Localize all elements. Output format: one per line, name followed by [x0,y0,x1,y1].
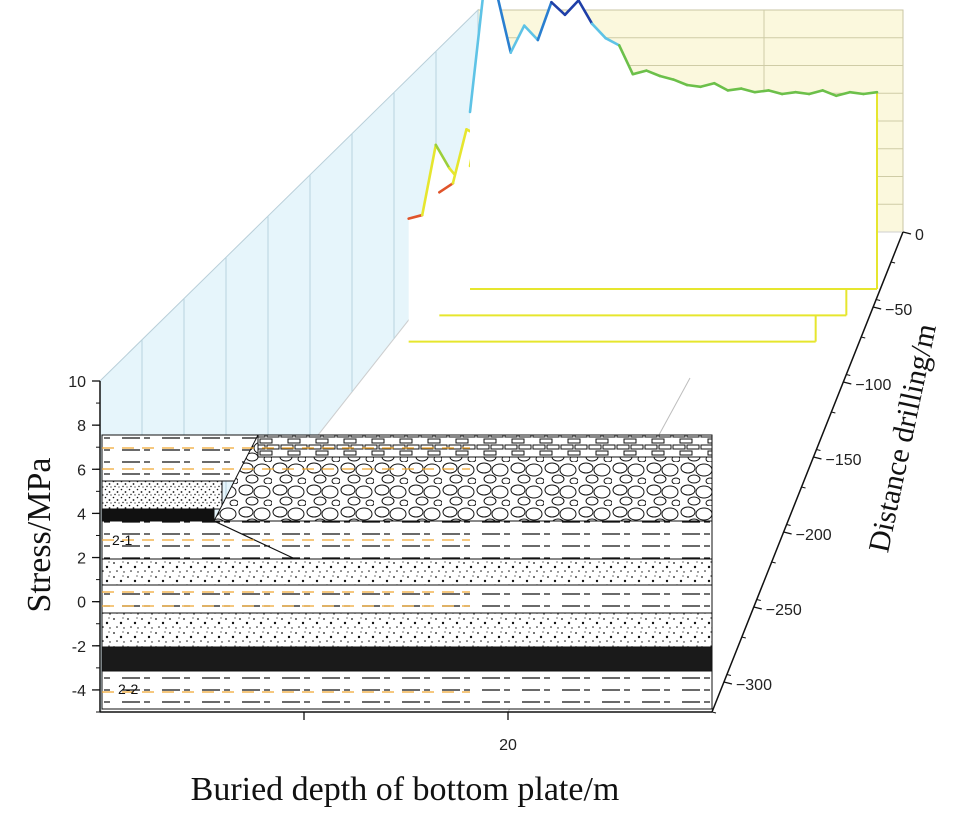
series-line-segment [726,87,743,92]
series-line-segment [522,24,540,42]
z-tick-mark [872,306,882,310]
series-line-segment [862,90,879,96]
z-minor-tick [726,674,732,676]
z-tick-mark [783,531,792,535]
z-minor-tick [831,411,836,414]
z-tick-mark [843,381,852,385]
stratum-sandstone [101,612,713,648]
series-line-segment [672,78,689,87]
x-tick-label: 20 [499,737,517,754]
z-minor-tick [801,486,806,489]
series-line-segment [685,83,702,89]
series-line-segment [536,0,553,42]
series-line-segment [645,69,662,78]
z-minor-tick [741,636,746,639]
z-tick-mark [753,606,762,610]
series-line-segment [550,0,567,17]
stratum-sandstone-fine [101,480,223,510]
stratum-limestone [257,434,713,458]
z-tick-mark [902,231,912,235]
series-line-segment [420,143,438,217]
series-line-segment [496,0,513,54]
series-line-segment [834,90,852,98]
seam-label-2-1: 2-1 [112,532,132,548]
y-tick-label: -2 [72,639,86,656]
z-minor-tick [861,336,866,339]
z-tick-mark [813,456,822,460]
z-axis-title: Distance drilling/m [862,321,943,555]
y-tick-label: 10 [68,374,86,391]
z-minor-tick [876,299,881,301]
series-line-segment [604,36,621,47]
series-line-segment [509,24,526,54]
series-line-segment [563,0,580,17]
z-tick-label: −100 [855,377,891,394]
y-tick-label: 6 [77,462,86,479]
z-tick-label: −200 [796,527,832,544]
stratum-mudstone-low [101,584,713,614]
z-tick-label: −300 [736,677,772,694]
series-line-segment [753,89,770,94]
z-minor-tick [890,261,896,264]
stratum-siltstone [101,558,713,586]
z-tick-label: −250 [766,602,802,619]
y-axis-title: Stress/MPa [21,458,58,613]
series-line-segment [848,90,865,96]
z-minor-tick [846,374,851,376]
series-line-segment [590,22,607,40]
series-line-segment [780,90,797,96]
stratum-mudstone-bottom [101,670,713,710]
z-minor-tick [816,449,821,451]
series-line-segment [434,143,451,170]
y-tick-label: 0 [77,595,86,612]
z-tick-label: 0 [915,227,924,244]
stratum-coal-2-2 [101,646,713,672]
series-line-segment [407,213,424,220]
z-axis-line [711,231,904,713]
z-tick-mark [723,681,733,685]
series-line-segment [699,81,716,89]
y-tick-label: -4 [72,683,86,700]
series-line-segment [468,0,484,114]
series-line-segment [712,81,730,92]
series-line-segment [794,90,811,96]
z-minor-tick [756,599,761,601]
z-tick-label: −50 [885,302,912,319]
series-line-segment [451,128,468,185]
series-line-segment [658,74,675,81]
series-line-segment [740,87,757,94]
y-tick-label: 4 [77,506,86,523]
z-minor-tick [771,561,776,564]
series-line-segment [807,89,825,96]
y-tick-label: 8 [77,418,86,435]
x-axis-title: Buried depth of bottom plate/m [191,771,620,808]
z-minor-tick [786,524,791,526]
series-line-segment [821,89,838,98]
seam-label-2-2: 2-2 [118,681,138,697]
curve-fill-panel [470,0,877,289]
series-line-segment [767,89,784,96]
z-tick-label: −150 [825,452,861,469]
y-tick-label: 2 [77,551,86,568]
series-line-segment [631,69,648,76]
z-minor-tick [711,711,717,714]
series-line-segment [617,44,635,76]
stratum-coal-2-1 [101,508,215,522]
series-line-segment [438,182,455,194]
series-line-segment [577,0,594,26]
